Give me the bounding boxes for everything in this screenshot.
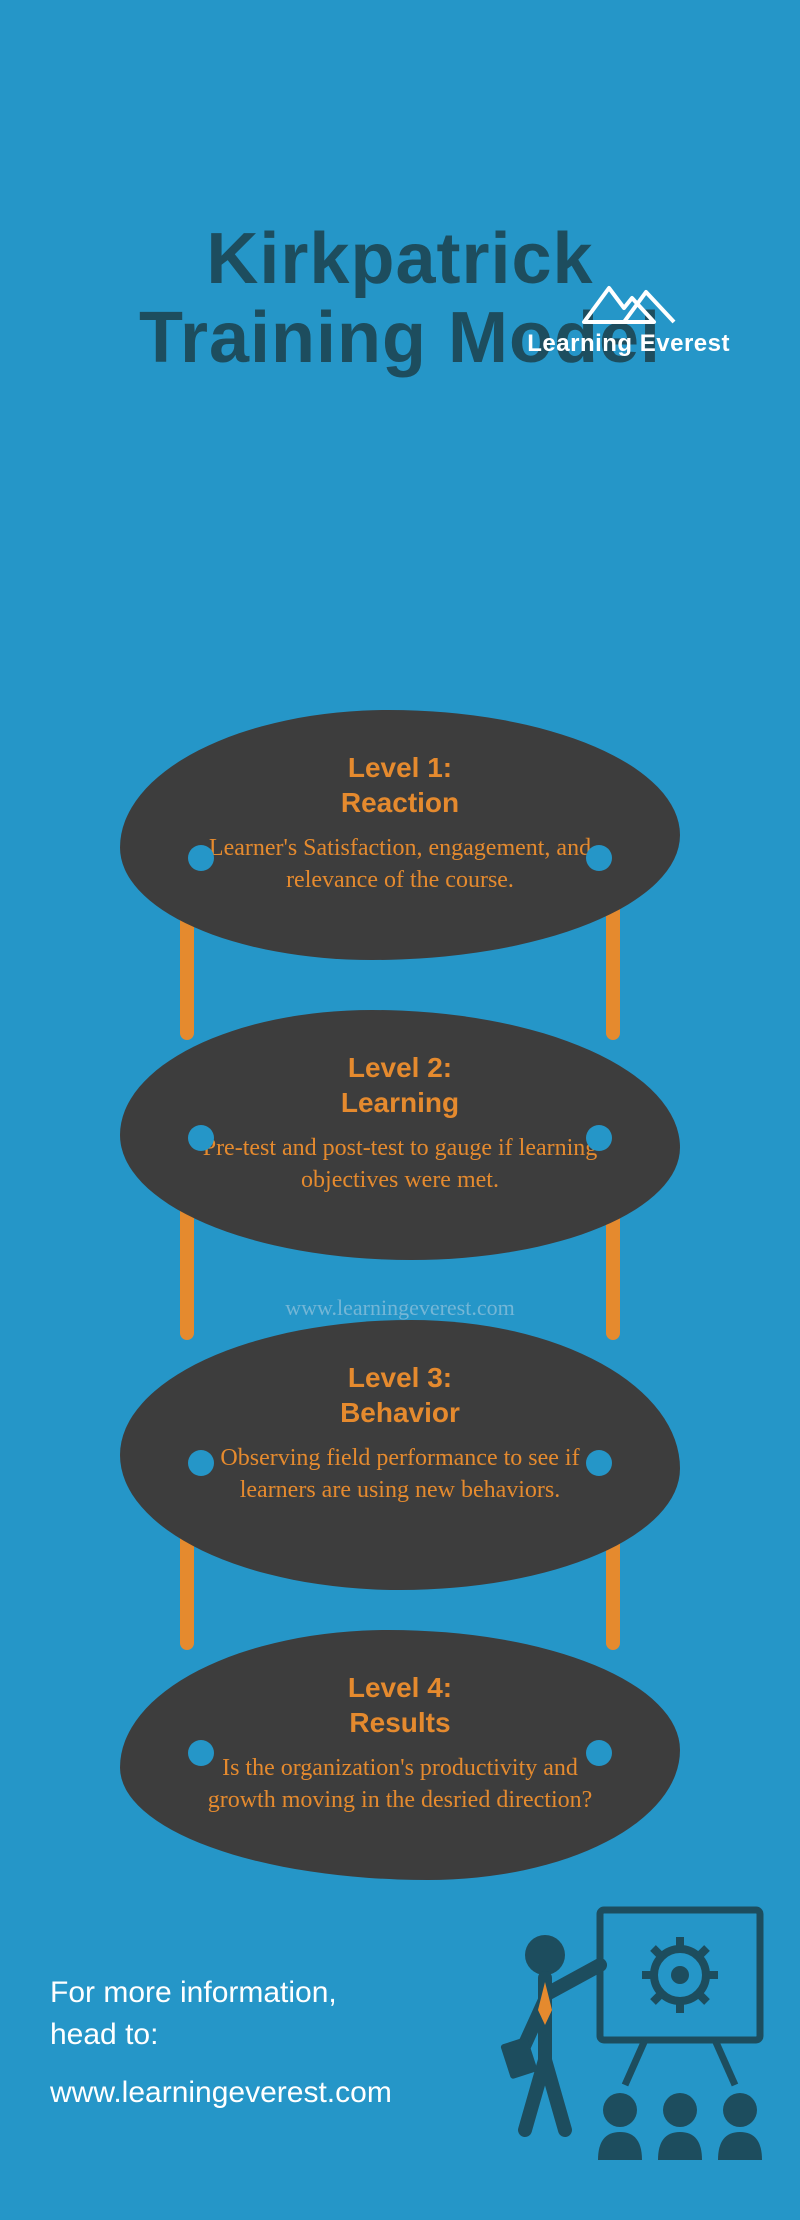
level-heading-line: Level 3:	[348, 1362, 452, 1393]
level-rung-3: Level 3: Behavior Observing field perfor…	[120, 1320, 680, 1590]
level-3-description: Observing field performance to see if le…	[190, 1442, 610, 1507]
level-heading-line: Level 1:	[348, 752, 452, 783]
rope-hole	[586, 1450, 612, 1476]
footer-url: www.learningeverest.com	[50, 2076, 392, 2110]
footer: For more information, head to: www.learn…	[50, 1972, 392, 2110]
rope-hole	[586, 845, 612, 871]
brand-logo: Learning Everest	[527, 280, 730, 358]
rope-hole	[188, 1450, 214, 1476]
level-rung-2: Level 2: Learning Pre-test and post-test…	[120, 1010, 680, 1260]
logo-text: Learning Everest	[527, 330, 730, 358]
level-heading-line: Learning	[341, 1087, 459, 1118]
level-4-description: Is the organization's productivity and g…	[190, 1752, 610, 1817]
footer-info: For more information, head to:	[50, 1972, 392, 2056]
ladder-graphic: Level 1: Reaction Learner's Satisfaction…	[100, 700, 700, 1880]
footer-line: head to:	[50, 2018, 158, 2051]
rope-hole	[586, 1125, 612, 1151]
rope-hole	[188, 1125, 214, 1151]
presenter-illustration	[490, 1900, 770, 2160]
level-heading-line: Level 2:	[348, 1052, 452, 1083]
level-heading-line: Reaction	[341, 787, 459, 818]
level-heading-line: Level 4:	[348, 1672, 452, 1703]
level-heading-line: Results	[349, 1707, 450, 1738]
rope-hole	[188, 1740, 214, 1766]
level-2-title: Level 2: Learning	[190, 1050, 610, 1120]
level-3-title: Level 3: Behavior	[190, 1360, 610, 1430]
level-rung-4: Level 4: Results Is the organization's p…	[120, 1630, 680, 1880]
mountain-icon	[574, 280, 684, 325]
rope-hole	[188, 845, 214, 871]
level-rung-1: Level 1: Reaction Learner's Satisfaction…	[120, 710, 680, 960]
level-4-title: Level 4: Results	[190, 1670, 610, 1740]
level-2-description: Pre-test and post-test to gauge if learn…	[190, 1132, 610, 1197]
level-1-description: Learner's Satisfaction, engagement, and …	[190, 832, 610, 897]
level-1-title: Level 1: Reaction	[190, 750, 610, 820]
rope-hole	[586, 1740, 612, 1766]
watermark-url: www.learningeverest.com	[285, 1295, 515, 1321]
footer-line: For more information,	[50, 1976, 337, 2009]
level-heading-line: Behavior	[340, 1397, 460, 1428]
